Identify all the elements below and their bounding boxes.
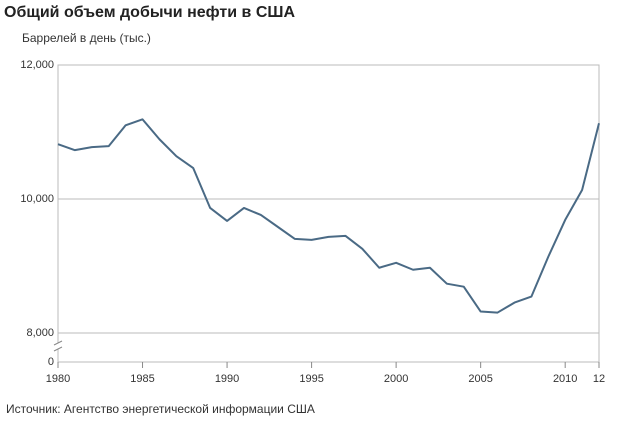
axis-break bbox=[53, 346, 63, 352]
y-tick-label: 0 bbox=[48, 356, 54, 368]
x-tick-label: 12 bbox=[593, 373, 605, 385]
line bbox=[57, 118, 600, 314]
x-tick-label: 1995 bbox=[299, 373, 323, 385]
x-tick-label: 1985 bbox=[130, 373, 154, 385]
y-tick-label: 8,000 bbox=[26, 327, 54, 339]
x-tick-label: 2005 bbox=[468, 373, 492, 385]
source: Источник: Агентство энергетической инфор… bbox=[6, 402, 315, 416]
chart-title: Общий объем добычи нефти в США bbox=[4, 4, 295, 21]
axis-break-gap bbox=[54, 343, 62, 349]
y-axis-label: Баррелей в день (тыс.) bbox=[22, 31, 151, 45]
axis-break bbox=[53, 340, 63, 346]
y-tick-label: 10,000 bbox=[20, 193, 54, 205]
x-tick-label: 2000 bbox=[384, 373, 408, 385]
x-tick-label: 2010 bbox=[553, 373, 577, 385]
x-tick-label: 1990 bbox=[215, 373, 239, 385]
y-tick-label: 12,000 bbox=[20, 59, 54, 71]
x-tick-label: 1980 bbox=[46, 373, 70, 385]
plot-frame bbox=[57, 64, 600, 363]
